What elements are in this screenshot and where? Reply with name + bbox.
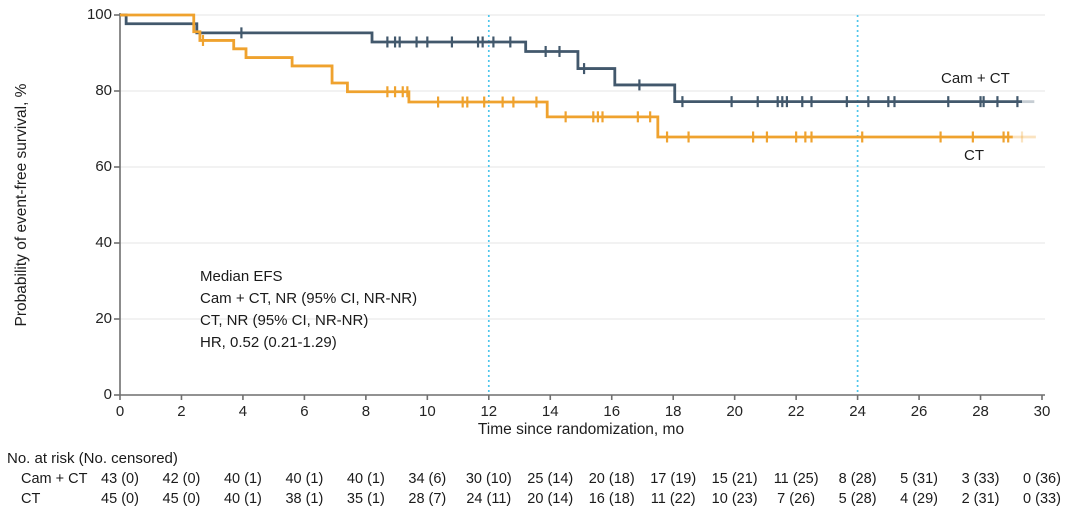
risk-cell: 34 (6) [408, 471, 447, 487]
x-tick-label-8: 8 [361, 403, 371, 420]
y-tick-label-100: 100 [86, 6, 112, 23]
risk-cell: 20 (14) [527, 491, 574, 507]
x-axis-title: Time since randomization, mo [477, 421, 685, 438]
annotation-line-ct: CT, NR (95% CI, NR-NR) [200, 312, 369, 329]
series-label-ct: CT [964, 147, 984, 164]
risk-cell: 3 (33) [961, 471, 1000, 487]
x-tick-label-20: 20 [726, 403, 743, 420]
risk-table-header: No. at risk (No. censored) [7, 450, 178, 467]
risk-cell: 10 (23) [711, 491, 758, 507]
y-tick-label-60: 60 [95, 158, 112, 175]
y-tick-label-80: 80 [95, 82, 112, 99]
risk-row-label-cam-ct: Cam + CT [21, 471, 88, 487]
risk-cell: 38 (1) [285, 491, 324, 507]
x-tick-label-6: 6 [300, 403, 309, 420]
annotation-line-median-efs: Median EFS [200, 268, 283, 285]
annotation-line-cam-ct: Cam + CT, NR (95% CI, NR-NR) [200, 290, 418, 307]
risk-cell: 35 (1) [346, 491, 385, 507]
risk-cell: 40 (1) [223, 471, 262, 487]
median-efs-annotation: Median EFS Cam + CT, NR (95% CI, NR-NR) … [200, 266, 417, 354]
x-tick-label-30: 30 [1033, 403, 1051, 420]
survival-plot-canvas [114, 13, 1045, 400]
x-tick-label-4: 4 [238, 403, 248, 420]
series-label-cam-ct: Cam + CT [941, 70, 1010, 87]
risk-cell: 0 (36) [1023, 471, 1061, 487]
x-tick-label-12: 12 [480, 403, 498, 420]
curve-cam-ct [120, 13, 1023, 104]
y-tick-label-0: 0 [103, 386, 112, 403]
curve-ct [120, 13, 1013, 139]
risk-cell: 20 (18) [588, 471, 635, 487]
risk-cell: 40 (1) [346, 471, 385, 487]
risk-cell: 15 (21) [711, 471, 758, 487]
risk-cell: 24 (11) [466, 491, 512, 507]
x-tick-label-24: 24 [849, 403, 866, 420]
risk-cell: 40 (1) [223, 491, 262, 507]
risk-cell: 30 (10) [465, 471, 512, 487]
x-tick-label-10: 10 [418, 403, 436, 420]
risk-cell: 42 (0) [162, 471, 201, 487]
risk-cell: 25 (14) [527, 471, 574, 487]
risk-cell: 28 (7) [408, 491, 447, 507]
risk-row-label-ct: CT [21, 491, 41, 507]
risk-cell: 7 (26) [777, 491, 816, 507]
x-tick-label-28: 28 [972, 403, 989, 420]
x-tick-label-14: 14 [541, 403, 559, 420]
risk-cell: 17 (19) [650, 471, 697, 487]
risk-cell: 11 (22) [650, 491, 696, 507]
risk-cell: 2 (31) [961, 491, 1000, 507]
risk-cell: 0 (33) [1023, 491, 1061, 507]
x-tick-label-18: 18 [664, 403, 682, 420]
risk-cell: 8 (28) [838, 471, 877, 487]
risk-cell: 5 (31) [900, 471, 938, 487]
annotation-line-hr: HR, 0.52 (0.21-1.29) [200, 334, 337, 351]
x-tick-label-16: 16 [603, 403, 621, 420]
risk-cell: 11 (25) [773, 471, 819, 487]
x-tick-label-0: 0 [115, 403, 125, 420]
y-tick-label-20: 20 [95, 310, 112, 327]
y-tick-label-40: 40 [95, 234, 112, 251]
risk-cell: 43 (0) [101, 471, 139, 487]
x-tick-label-22: 22 [787, 403, 805, 420]
risk-cell: 4 (29) [900, 491, 938, 507]
x-tick-label-2: 2 [177, 403, 186, 420]
risk-cell: 5 (28) [838, 491, 877, 507]
risk-cell: 16 (18) [588, 491, 635, 507]
y-axis-title: Probability of event-free survival, % [13, 83, 30, 327]
x-tick-label-26: 26 [910, 403, 928, 420]
risk-cell: 45 (0) [162, 491, 201, 507]
risk-cell: 45 (0) [101, 491, 139, 507]
risk-cell: 40 (1) [285, 471, 324, 487]
